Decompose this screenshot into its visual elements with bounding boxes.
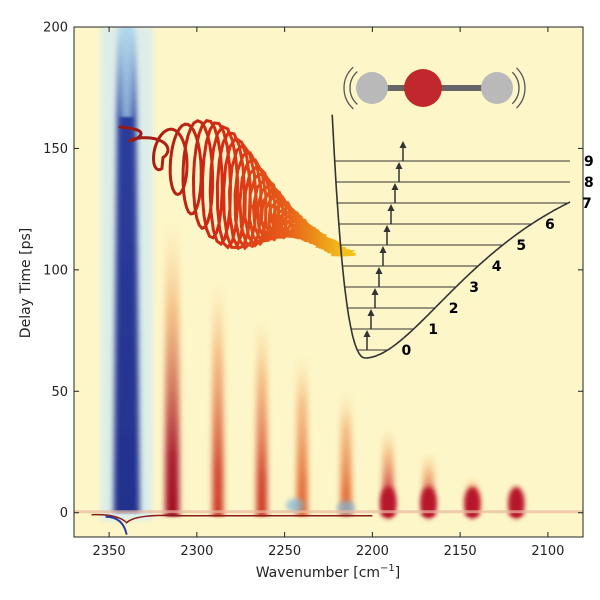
outer-atom [356, 72, 388, 104]
center-atom [404, 69, 442, 107]
outer-atom [481, 72, 513, 104]
level-label-1: 1 [428, 322, 438, 338]
vibration-mark [343, 66, 354, 110]
band-2314 [165, 221, 180, 517]
band-2263 [256, 318, 268, 517]
level-label-3: 3 [469, 280, 479, 296]
x-tick-label: 2350 [93, 544, 126, 559]
arrow-head [387, 204, 395, 211]
heatmap-background [74, 27, 583, 537]
vibration-mark [511, 71, 520, 105]
x-tick-label: 2250 [268, 544, 301, 559]
plot-area [74, 27, 583, 537]
y-tick-label: 150 [43, 142, 68, 157]
arrow-head [391, 183, 399, 190]
arrow-head [363, 330, 371, 337]
band-2240 [296, 354, 308, 517]
level-label-6: 6 [545, 217, 555, 233]
vibration-mark [516, 67, 526, 109]
arrow-head [371, 288, 379, 295]
x-tick-label: 2150 [444, 544, 477, 559]
arrow-head [375, 267, 383, 274]
x-tick-label: 2100 [531, 544, 564, 559]
arrow-head [367, 309, 375, 316]
band-2215 [340, 391, 352, 517]
arrow-head [399, 141, 407, 148]
y-tick-label: 200 [43, 21, 68, 36]
level-label-5: 5 [516, 238, 526, 254]
chirped-pulse [118, 118, 356, 257]
arrow-head [395, 162, 403, 169]
potential-well-curve [331, 114, 571, 359]
y-tick-label: 100 [43, 263, 68, 278]
level-label-9: 9 [584, 154, 594, 170]
vibration-mark [349, 71, 358, 105]
minor-bleach-2244 [286, 498, 305, 513]
time-zero-artifact [74, 510, 583, 514]
arrow-head [383, 225, 391, 232]
level-label-7: 7 [582, 196, 592, 212]
level-label-2: 2 [449, 301, 459, 317]
x-tick-label: 2300 [180, 544, 213, 559]
band-2288 [212, 282, 224, 517]
x-tick-label: 2200 [356, 544, 389, 559]
level-label-0: 0 [402, 343, 412, 359]
level-label-8: 8 [584, 175, 594, 191]
y-tick-label: 0 [60, 506, 68, 521]
arrow-head [379, 246, 387, 253]
y-axis-label: Delay Time [ps] [18, 228, 34, 338]
y-tick-label: 50 [51, 385, 68, 400]
plot-frame [73, 26, 584, 538]
band-2118 [508, 486, 525, 519]
band-2340 [100, 27, 153, 521]
level-label-4: 4 [492, 259, 502, 275]
molecule-icon [343, 66, 526, 110]
x-axis-label: Wavenumber [cm−1] [256, 563, 401, 581]
